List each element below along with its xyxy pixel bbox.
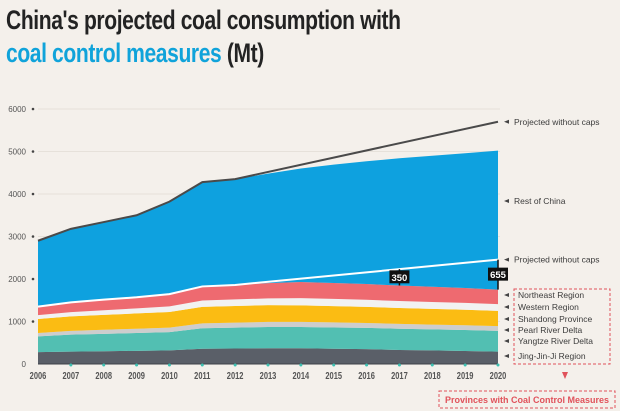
title-line-2: coal control measures (Mt) (6, 37, 401, 70)
pointer-arrow-icon (504, 339, 509, 343)
area-pearl-river-delta (38, 321, 498, 337)
pointer-arrow-icon (504, 305, 509, 309)
x-tick-label: 2006 (30, 370, 47, 381)
y-tick-label: 6000 (8, 105, 26, 114)
pointer-arrow-icon (504, 328, 509, 332)
gap-label-box (389, 270, 410, 284)
x-tick-label: 2020 (490, 370, 507, 381)
line-projected-without-caps-provinces (37, 258, 499, 308)
x-tick-dot (299, 363, 303, 367)
pointer-arrow-icon (504, 257, 509, 262)
y-tick-label: 1000 (8, 318, 26, 327)
province-label: Western Region (518, 302, 579, 312)
area-northeast-region (38, 281, 498, 316)
x-axis: 2006 2007 2008 2009 2010 2011 2012 2013 2014 2015… (30, 363, 507, 381)
legend-label: Projected without caps (514, 255, 600, 265)
x-tick-label: 2009 (128, 370, 145, 381)
pointer-arrow-icon (504, 317, 509, 321)
area-jing-jin-ji-region (38, 348, 498, 364)
gap-label: 350 (391, 273, 407, 284)
y-tick-label: 3000 (8, 233, 26, 242)
x-tick-label: 2014 (293, 370, 310, 381)
x-tick-dot (463, 363, 467, 367)
area-western-region (38, 298, 498, 319)
group-label-box (438, 390, 616, 409)
title-accent: coal control measures (6, 38, 222, 68)
x-tick-dot (496, 363, 500, 367)
down-arrow-icon (562, 372, 568, 379)
pointer-arrow-icon (504, 293, 509, 297)
x-tick-label: 2012 (227, 370, 244, 381)
y-tick-label: 0 (22, 360, 27, 369)
province-label: Yangtze River Delta (518, 336, 593, 346)
y-axis: 0 1000 2000 3000 4000 5000 6000 (8, 105, 35, 369)
province-group-box (513, 288, 611, 365)
x-tick-dot (233, 363, 237, 367)
x-tick-dot (430, 363, 434, 367)
title-line-1: China's projected coal consumption with (6, 5, 401, 35)
x-tick-dot (365, 363, 369, 367)
legend: Projected without caps Rest of China Proje… (438, 117, 616, 409)
x-tick-label: 2016 (358, 370, 375, 381)
y-tick-dot (31, 277, 35, 281)
province-label: Shandong Province (518, 314, 592, 324)
province-label: Pearl River Delta (518, 325, 583, 335)
y-tick-dot (31, 235, 35, 238)
province-label: Jing-Jin-Ji Region (518, 351, 586, 361)
legend-label: Rest of China (514, 196, 566, 206)
x-tick-label: 2010 (161, 370, 178, 381)
annotations: 350 655 (389, 259, 508, 290)
y-tick-dot (31, 150, 35, 153)
line-projected-without-caps-top (37, 120, 499, 242)
group-label: Provinces with Coal Control Measures (445, 395, 609, 405)
y-tick-dot (31, 107, 35, 111)
projection-lines (37, 120, 499, 308)
gap-label: 655 (490, 270, 507, 281)
area-yangtze-river-delta (38, 327, 498, 353)
area-rest-of-china (38, 150, 498, 307)
gap-label-box (488, 267, 508, 281)
y-tick-label: 4000 (8, 190, 26, 199)
x-tick-dot (397, 363, 401, 367)
pointer-arrow-icon (504, 199, 509, 203)
x-tick-dot (200, 363, 204, 367)
title-unit: (Mt) (221, 38, 264, 68)
x-tick-label: 2017 (391, 370, 408, 381)
x-tick-label: 2013 (260, 370, 277, 381)
x-tick-dot (332, 363, 336, 367)
x-tick-dot (102, 363, 106, 367)
chart-title: China's projected coal consumption with … (6, 4, 401, 70)
pointer-arrow-icon (504, 119, 509, 124)
x-tick-label: 2007 (63, 370, 80, 381)
x-tick-label: 2018 (424, 370, 441, 381)
y-tick-label: 5000 (8, 148, 26, 157)
y-tick-label: 2000 (8, 275, 26, 284)
pointer-arrow-icon (504, 354, 509, 358)
area-shandong-province (38, 305, 498, 333)
y-tick-dot (31, 320, 35, 323)
x-tick-dot (167, 363, 171, 367)
x-tick-dot (266, 363, 270, 367)
x-tick-label: 2019 (457, 370, 474, 381)
x-tick-label: 2015 (325, 370, 342, 381)
province-label: Northeast Region (518, 290, 584, 300)
x-tick-label: 2011 (194, 370, 210, 381)
y-tick-dot (31, 192, 35, 196)
x-tick-dot (135, 363, 139, 367)
legend-label: Projected without caps (514, 117, 600, 127)
x-tick-label: 2008 (95, 370, 112, 381)
area-layers (38, 150, 498, 364)
x-tick-dot (69, 363, 73, 367)
